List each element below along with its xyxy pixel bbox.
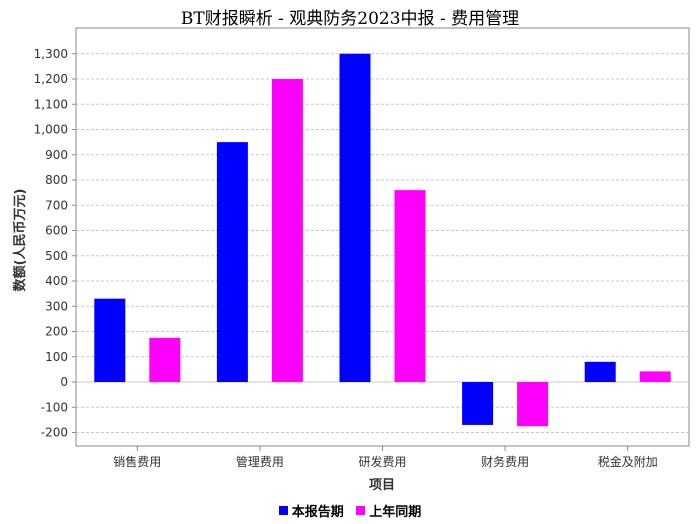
y-tick-label: 1,100 [34,97,68,111]
y-tick-label: 800 [45,173,68,187]
y-tick-label: 200 [45,325,68,339]
x-tick-label: 财务费用 [481,454,529,469]
y-tick-label: 900 [45,148,68,162]
bar-previous [639,371,671,382]
bar-current [584,361,616,382]
y-tick-label: 700 [45,198,68,212]
x-tick-label: 税金及附加 [598,454,658,469]
y-tick-label: 400 [45,274,68,288]
bar-current [216,142,248,382]
y-tick-label: 300 [45,299,68,313]
y-tick-label: 1,300 [34,47,68,61]
x-tick-label: 管理费用 [236,454,284,469]
y-tick-label: -200 [41,426,68,440]
legend-label-current: 本报告期 [291,505,344,520]
plot-area [75,27,690,447]
y-tick-label: 1,000 [34,123,68,137]
bar-previous [394,190,426,382]
bar-current [94,298,126,382]
bar-current [339,53,371,382]
y-tick-label: 100 [45,350,68,364]
y-axis-label: 数额(人民币万元) [12,189,28,292]
legend-swatch-previous [356,506,366,515]
legend-item-current: 本报告期 [278,501,344,520]
x-tick-label: 研发费用 [358,454,406,469]
x-axis-label: 项目 [369,478,395,493]
y-tick-label: -100 [41,400,68,414]
x-tick-label: 销售费用 [113,454,161,469]
y-tick-label: 1,200 [34,72,68,86]
bar-previous [149,337,181,382]
y-tick-label: 500 [45,249,68,263]
chart-title: BT财报瞬析 - 观典防务2023中报 - 费用管理 [180,9,520,29]
legend-swatch-current [278,506,288,515]
legend-item-previous: 上年同期 [356,501,421,520]
y-tick-label: 600 [45,224,68,238]
legend: 本报告期 上年同期 [0,501,700,520]
legend-label-previous: 上年同期 [369,505,422,520]
bar-current [462,382,494,425]
bar-previous [271,79,303,382]
y-tick-label: 0 [60,375,68,389]
bar-previous [517,382,549,427]
